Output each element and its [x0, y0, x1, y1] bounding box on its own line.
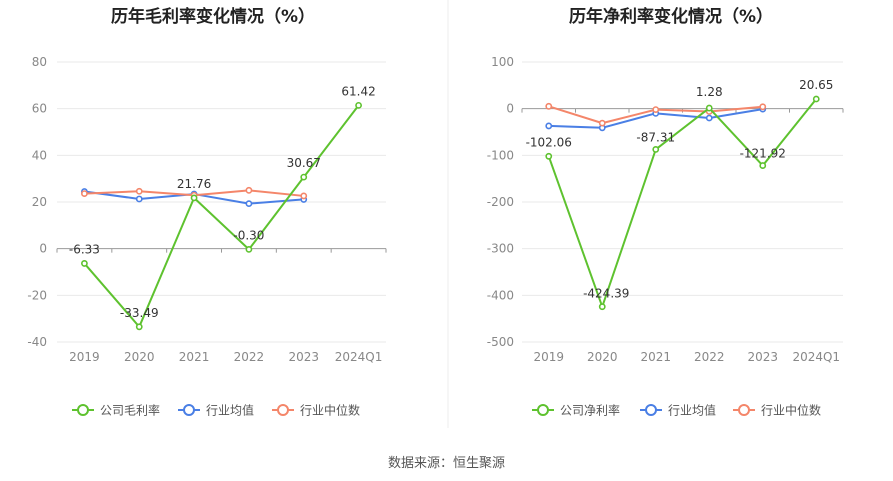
- chart1-data-label: -6.33: [69, 242, 100, 256]
- chart2-point-industry_avg: [705, 114, 713, 122]
- chart1-point-company: [355, 101, 362, 109]
- chart2-x-tick-label: 2024Q1: [792, 350, 840, 364]
- chart2-legend-marker-company: [537, 404, 549, 416]
- chart2-point-industry_median: [652, 106, 660, 113]
- chart2-point-industry_median: [598, 119, 606, 127]
- chart2-y-tick-label: -200: [487, 195, 514, 209]
- chart1-y-tick-label: 0: [39, 242, 47, 256]
- chart1-y-tick-label: -40: [27, 335, 47, 349]
- chart1-legend-label-industry_median: 行业中位数: [300, 403, 360, 418]
- chart2-y-tick-label: -400: [487, 288, 514, 302]
- chart2-point-industry_median: [759, 103, 767, 111]
- chart2-point-company: [759, 162, 767, 169]
- chart2-y-tick-label: -100: [487, 148, 514, 162]
- chart1-x-tick-label: 2020: [124, 350, 155, 364]
- chart2-data-label: 20.65: [799, 78, 833, 92]
- chart2-data-label: -102.06: [526, 135, 572, 149]
- chart2-y-tick-label: 0: [506, 102, 514, 116]
- chart2-point-industry_avg: [545, 122, 553, 130]
- chart1-point-company: [190, 194, 198, 202]
- chart2-data-label: 1.28: [696, 85, 723, 99]
- chart1-point-industry_avg: [135, 195, 143, 203]
- chart1-data-label: 30.67: [287, 156, 321, 170]
- chart1-y-tick-label: 20: [32, 195, 47, 209]
- chart2-point-company: [812, 95, 820, 103]
- chart1-legend-marker-industry_median: [277, 404, 289, 416]
- chart1-x-tick-label: 2023: [288, 350, 319, 364]
- chart2-series-line-company: [547, 98, 818, 308]
- chart1-x-tick-label: 2021: [179, 350, 210, 364]
- chart2-data-label: -424.39: [583, 287, 629, 301]
- chart1-legend-marker-company: [77, 404, 89, 416]
- chart1-legend-marker-industry_avg: [183, 404, 195, 416]
- chart1-series-line-company: [83, 104, 360, 328]
- chart2-point-company: [652, 146, 660, 153]
- chart2-x-tick-label: 2019: [533, 350, 564, 364]
- chart1-data-label: 21.76: [177, 177, 211, 191]
- chart2-y-tick-label: -300: [487, 242, 514, 256]
- chart2-x-tick-label: 2020: [587, 350, 618, 364]
- chart2-y-tick-label: 100: [491, 55, 514, 69]
- chart2-legend-label-company: 公司净利率: [560, 403, 620, 418]
- chart1-point-industry_avg: [245, 200, 253, 208]
- chart1-x-tick-label: 2024Q1: [335, 350, 383, 364]
- chart2-point-company: [705, 104, 713, 112]
- chart2-point-company: [545, 152, 553, 160]
- chart1-legend-label-company: 公司毛利率: [100, 403, 160, 418]
- chart1-legend-label-industry_avg: 行业均值: [206, 403, 254, 418]
- chart1-y-tick-label: 40: [32, 148, 47, 162]
- chart2-x-tick-label: 2022: [694, 350, 725, 364]
- chart1-data-label: 61.42: [341, 84, 375, 98]
- chart1-y-tick-label: 60: [32, 102, 47, 116]
- chart1-point-company: [245, 245, 253, 253]
- chart1-data-label: -0.30: [233, 228, 264, 242]
- chart2-x-tick-label: 2023: [747, 350, 778, 364]
- chart1-title: 历年毛利率变化情况（%）: [111, 6, 315, 27]
- data-source-note: 数据来源：恒生聚源: [387, 456, 505, 471]
- chart2-data-label: -87.31: [636, 130, 675, 144]
- chart2-data-label: -121.92: [740, 147, 786, 161]
- chart1-y-tick-label: -20: [27, 288, 47, 302]
- chart1-data-label: -33.49: [120, 306, 159, 320]
- chart1-point-company: [135, 323, 143, 331]
- chart1-point-industry_median: [245, 186, 253, 194]
- chart1-point-industry_median: [81, 190, 88, 197]
- chart1-x-tick-label: 2022: [234, 350, 265, 364]
- chart1-point-industry_median: [300, 192, 308, 200]
- chart1-point-industry_median: [135, 187, 143, 195]
- chart2-y-tick-label: -500: [487, 335, 514, 349]
- chart2-x-tick-label: 2021: [640, 350, 671, 364]
- chart1-y-tick-label: 80: [32, 55, 47, 69]
- chart2-legend-label-industry_median: 行业中位数: [761, 403, 821, 418]
- chart1-point-company: [81, 260, 88, 267]
- chart2-title: 历年净利率变化情况（%）: [569, 6, 773, 27]
- chart2-point-company: [598, 303, 606, 311]
- chart2-legend-marker-industry_median: [738, 404, 750, 416]
- chart1-point-company: [300, 173, 308, 181]
- chart2-legend-marker-industry_avg: [645, 404, 657, 416]
- chart2-point-industry_median: [545, 102, 553, 110]
- chart2-legend-label-industry_avg: 行业均值: [668, 403, 716, 418]
- chart1-x-tick-label: 2019: [69, 350, 100, 364]
